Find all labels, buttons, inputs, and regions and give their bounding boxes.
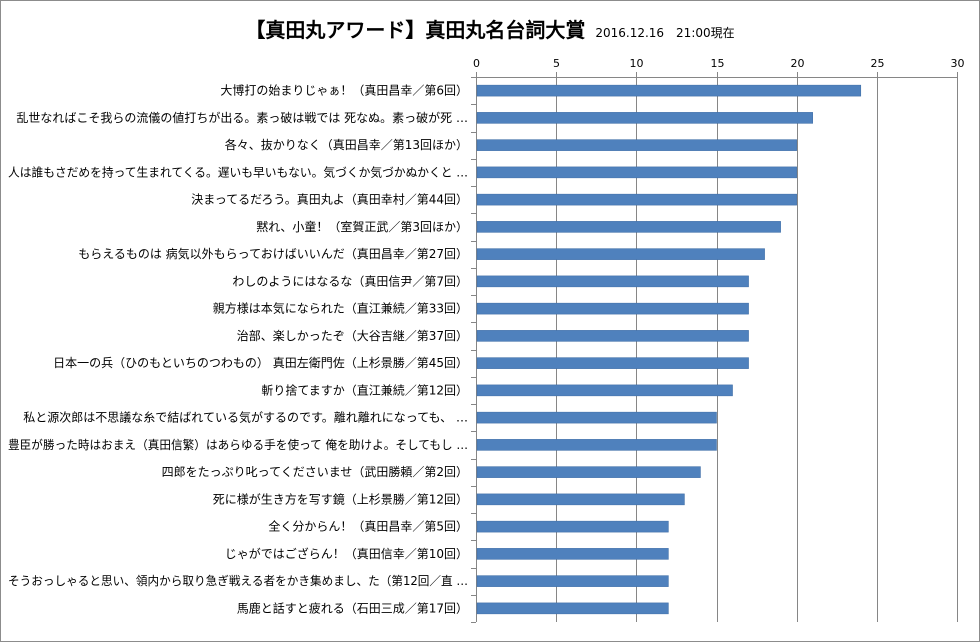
bar (476, 493, 685, 506)
x-tick-label: 15 (711, 57, 725, 70)
category-label: 全く分からん！（真田昌幸／第5回） (268, 519, 468, 534)
x-tick-label: 20 (791, 57, 805, 70)
bar (476, 166, 797, 179)
bar (476, 221, 781, 233)
category-label: 死に様が生き方を写す鏡（上杉景勝／第12回） (213, 491, 468, 506)
category-label: 治部、楽しかったぞ（大谷吉継／第37回） (237, 328, 468, 343)
x-tick-label: 0 (473, 57, 480, 70)
bar (476, 411, 717, 424)
x-tick-labels: 0 5 10 15 20 25 30 (473, 57, 965, 70)
chart-subtitle: 2016.12.16 21:00現在 (595, 26, 735, 40)
bar (476, 84, 862, 97)
category-label: 人は誰もさだめを持って生まれてくる。遅いも早いもない。気づくか気づかぬかくと … (8, 164, 468, 179)
bar (476, 112, 813, 124)
category-labels: 大博打の始まりじゃぁ！（真田昌幸／第6回） 乱世なればこそ我らの流儀の値打ちが出る… (8, 83, 468, 616)
category-label: もらえるものは 病気以外もらっておけばいいんだ（真田昌幸／第27回） (78, 246, 468, 261)
category-label: 各々、抜かりなく（真田昌幸／第13回ほか） (225, 137, 468, 152)
bar (476, 575, 669, 587)
category-label: 決まってるだろう。真田丸よ（真田幸村／第44回） (191, 193, 468, 207)
category-label: 豊臣が勝った時はおまえ（真田信繁）はあらゆる手を使って 俺を助けよ。そしてもし … (8, 437, 468, 452)
category-label: 黙れ、小童！（室賀正武／第3回ほか） (256, 219, 468, 234)
category-label: 馬鹿と話すと疲れる（石田三成／第17回） (237, 600, 468, 615)
bar (476, 520, 669, 533)
bar (476, 548, 669, 560)
category-label: 親方様は本気になられた（直江兼続／第33回） (213, 301, 468, 316)
chart-title-block: 【真田丸アワード】真田丸名台詞大賞 2016.12.16 21:00現在 (0, 14, 980, 43)
category-label: わしのようにはなるな（真田信尹／第7回） (232, 274, 468, 288)
bar (476, 466, 701, 478)
bar (476, 193, 797, 206)
category-label: 日本一の兵（ひのもといちのつわもの） 真田左衛門佐（上杉景勝／第45回） (53, 355, 468, 370)
x-tick-label: 5 (553, 57, 560, 70)
category-label: 斬り捨てますか（直江兼続／第12回） (261, 382, 468, 397)
x-tick-label: 25 (871, 57, 885, 70)
category-label: 大博打の始まりじゃぁ！（真田昌幸／第6回） (220, 83, 468, 98)
bar (476, 357, 749, 369)
category-label: 私と源次郎は不思議な糸で結ばれている気がするのです。離れ離れになっても、 … (23, 410, 468, 425)
chart-title: 【真田丸アワード】真田丸名台詞大賞 (245, 18, 586, 42)
bar (476, 139, 797, 151)
bar (476, 302, 749, 315)
category-label: 四郎をたっぷり叱ってくださいませ（武田勝頼／第2回） (162, 464, 468, 479)
x-tick-label: 10 (630, 57, 644, 70)
bar (476, 439, 717, 451)
bar (476, 384, 733, 397)
bars (476, 84, 862, 615)
category-label: そうおっしゃると思い、領内から取り急ぎ戦える者をかき集めまし、た（第12回／直 … (8, 573, 468, 588)
grid-layer (471, 72, 958, 623)
category-label: 乱世なればこそ我らの流儀の値打ちが出る。素っ破は戦では 死なぬ。素っ破が死 … (16, 110, 468, 125)
bar (476, 275, 749, 288)
bar (476, 330, 749, 342)
category-label: じゃがではござらん！（真田信幸／第10回） (225, 546, 468, 561)
bar (476, 248, 765, 260)
x-tick-label: 30 (951, 57, 965, 70)
bar (476, 602, 669, 615)
